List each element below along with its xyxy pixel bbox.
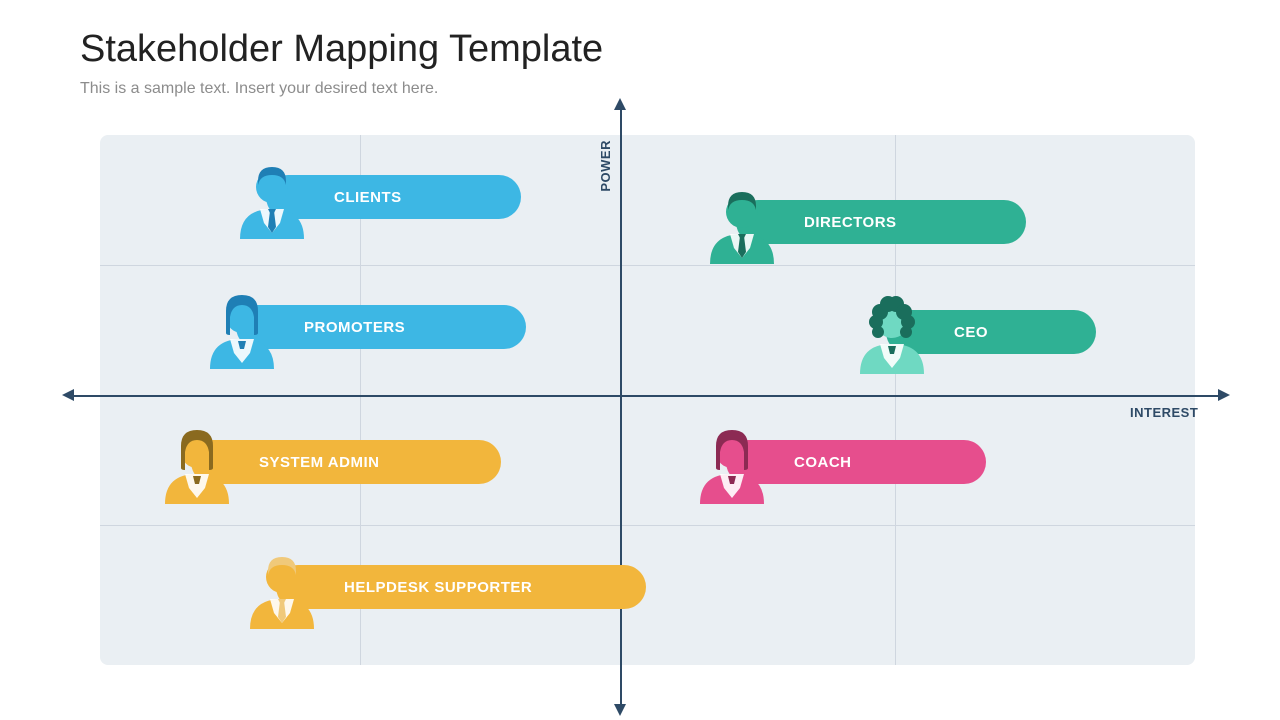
stakeholder-helpdesk-supporter: HELPDESK SUPPORTER — [240, 545, 646, 629]
x-axis-label: INTEREST — [1130, 405, 1198, 420]
person-icon — [230, 155, 314, 239]
grid-hline — [100, 525, 1195, 526]
person-icon — [240, 545, 324, 629]
person-icon — [200, 285, 284, 369]
x-axis — [72, 395, 1220, 397]
stakeholder-directors: DIRECTORS — [700, 180, 1026, 264]
stakeholder-promoters: PROMOTERS — [200, 285, 526, 369]
person-icon — [690, 420, 774, 504]
stakeholder-clients: CLIENTS — [230, 155, 521, 239]
y-axis-label: POWER — [598, 140, 613, 192]
stakeholder-label: HELPDESK SUPPORTER — [276, 565, 646, 609]
page-title: Stakeholder Mapping Template — [80, 28, 603, 71]
person-icon — [700, 180, 784, 264]
arrow-right-icon — [1218, 389, 1230, 401]
arrow-up-icon — [614, 98, 626, 110]
stakeholder-ceo: CEO — [850, 290, 1096, 374]
arrow-down-icon — [614, 704, 626, 716]
stakeholder-system-admin: SYSTEM ADMIN — [155, 420, 501, 504]
grid-hline — [100, 265, 1195, 266]
page-subtitle: This is a sample text. Insert your desir… — [80, 80, 438, 98]
arrow-left-icon — [62, 389, 74, 401]
stakeholder-coach: COACH — [690, 420, 986, 504]
person-icon — [155, 420, 239, 504]
person-icon — [850, 290, 934, 374]
